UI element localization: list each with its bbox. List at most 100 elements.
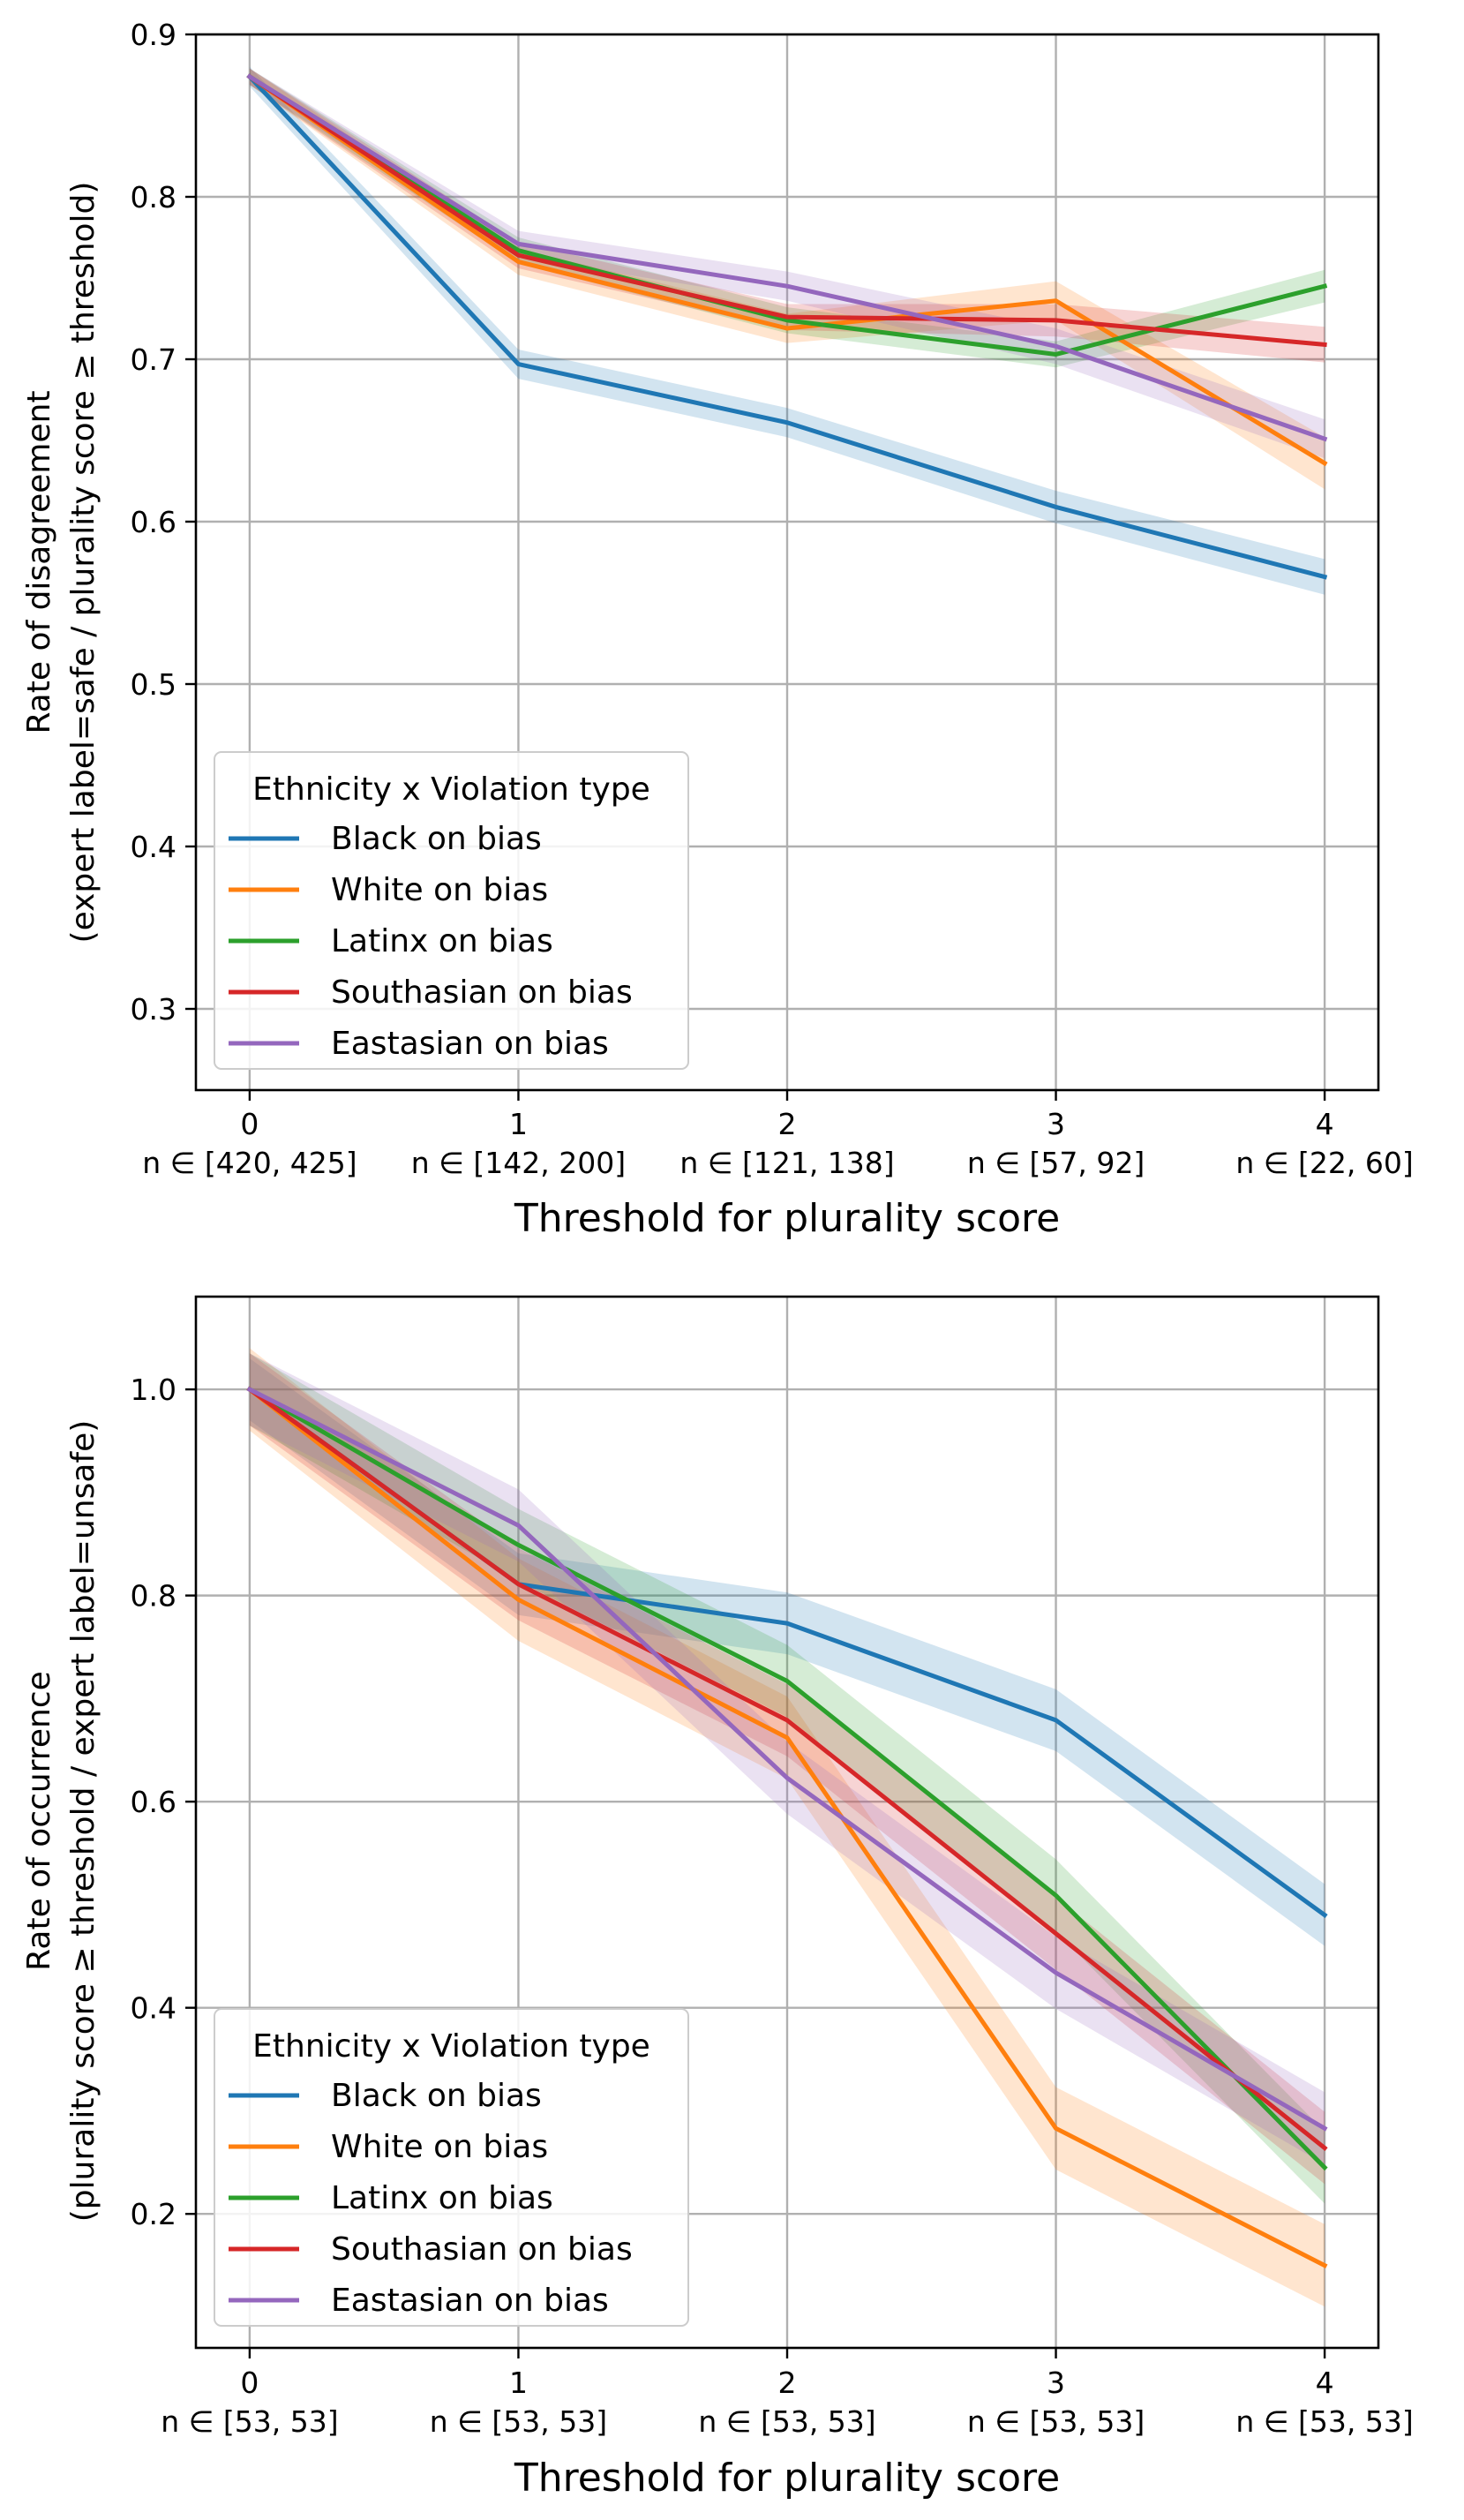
y-tick-label: 0.4	[131, 830, 176, 864]
data-point	[1322, 461, 1327, 466]
data-point	[1322, 2263, 1327, 2268]
data-point	[515, 1597, 521, 1602]
y-tick-label: 0.9	[131, 18, 176, 52]
legend-box	[214, 2008, 689, 2327]
data-point	[785, 326, 790, 331]
x-sub-label: n ∈ [142, 200]	[411, 1146, 626, 1180]
legend-label-2: White on bias	[331, 872, 548, 908]
y-tick-label: 0.6	[131, 1785, 176, 1819]
series-line-1	[246, 73, 1328, 580]
data-point	[515, 252, 521, 258]
x-sub-label: n ∈ [53, 53]	[430, 2404, 607, 2439]
legend-label-4: Southasian on bias	[331, 974, 633, 1011]
series-line-5	[246, 1386, 1328, 2132]
x-tick-label: 1	[509, 1107, 528, 1141]
legend-label-1: Black on bias	[331, 821, 542, 857]
x-tick-label: 4	[1316, 1107, 1334, 1141]
x-axis-label: Threshold for plurality score	[514, 1196, 1060, 1241]
x-axis-label: Threshold for plurality score	[514, 2456, 1060, 2501]
data-point	[785, 314, 790, 320]
legend-label-5: Eastasian on bias	[331, 1026, 609, 1062]
data-point	[1322, 2165, 1327, 2170]
x-sub-label: n ∈ [53, 53]	[698, 2404, 875, 2439]
data-point	[1054, 1970, 1059, 1975]
data-point	[1322, 283, 1327, 289]
data-point	[515, 241, 521, 246]
legend-title: Ethnicity x Violation type	[252, 771, 650, 808]
data-point	[247, 1387, 252, 1392]
legend-label-3: Latinx on bias	[331, 2180, 553, 2216]
data-point	[515, 362, 521, 367]
data-point	[515, 1523, 521, 1528]
legend-label-3: Latinx on bias	[331, 923, 553, 959]
confidence-band-4	[249, 1353, 1325, 2185]
data-point	[1054, 1718, 1059, 1723]
data-point	[1322, 575, 1327, 580]
data-point	[785, 1621, 790, 1626]
x-sub-label: n ∈ [53, 53]	[1235, 2404, 1413, 2439]
data-point	[785, 283, 790, 289]
x-tick-label: 3	[1047, 1107, 1065, 1141]
x-sub-label: n ∈ [121, 138]	[679, 1146, 894, 1180]
legend-label-1: Black on bias	[331, 2078, 542, 2114]
data-point	[515, 260, 521, 265]
chart-panel-1: 0 n ∈ [420, 425] 1 n ∈ [142, 200] 2 n ∈ [121,…	[21, 18, 1414, 1241]
data-point	[1322, 436, 1327, 441]
data-point	[785, 1775, 790, 1780]
data-point	[1322, 2145, 1327, 2150]
legend-title: Ethnicity x Violation type	[252, 2028, 650, 2065]
data-point	[1054, 1931, 1059, 1937]
data-point	[785, 1718, 790, 1723]
series-line-3	[246, 73, 1328, 357]
legend-label-4: Southasian on bias	[331, 2231, 633, 2268]
x-tick-label: 2	[778, 2366, 797, 2400]
y-tick-label: 0.4	[131, 1991, 176, 2026]
confidence-band-2	[249, 1348, 1325, 2307]
x-sub-label: n ∈ [420, 425]	[142, 1146, 357, 1180]
data-point	[785, 420, 790, 425]
legend-label-5: Eastasian on bias	[331, 2283, 609, 2319]
confidence-band-3	[249, 1353, 1325, 2204]
series-line-2	[246, 73, 1328, 467]
confidence-band-1	[249, 1358, 1325, 1946]
chart-panel-2: 0 n ∈ [53, 53] 1 n ∈ [53, 53] 2 n ∈ [53, 53] 3…	[21, 1295, 1414, 2501]
data-point	[1054, 343, 1059, 349]
data-point	[1322, 1913, 1327, 1918]
x-sub-label: n ∈ [53, 53]	[967, 2404, 1145, 2439]
y-axis-label: (plurality score ≥ threshold / expert la…	[65, 1420, 101, 2223]
y-tick-label: 1.0	[131, 1373, 176, 1407]
series-line-3	[246, 1386, 1328, 2171]
y-axis-label: Rate of disagreement	[21, 390, 57, 733]
data-point	[1322, 342, 1327, 347]
data-point	[1054, 2125, 1059, 2131]
x-tick-label: 3	[1047, 2366, 1065, 2400]
data-point	[247, 74, 252, 79]
x-tick-label: 0	[240, 2366, 259, 2400]
legend-label-2: White on bias	[331, 2129, 548, 2165]
x-tick-label: 0	[240, 1107, 259, 1141]
x-tick-label: 4	[1316, 2366, 1334, 2400]
data-point	[1054, 318, 1059, 323]
y-axis-label: Rate of occurrence	[21, 1671, 57, 1971]
confidence-band-5	[249, 68, 1325, 459]
data-point	[1054, 1892, 1059, 1898]
y-tick-label: 0.8	[131, 1579, 176, 1614]
confidence-band-5	[249, 1353, 1325, 2165]
data-point	[1322, 2125, 1327, 2131]
y-tick-label: 0.2	[131, 2197, 176, 2231]
data-point	[785, 1679, 790, 1684]
legend: Ethnicity x Violation type Black on bias W…	[214, 2008, 689, 2327]
x-tick-label: 2	[778, 1107, 797, 1141]
series-line-2	[246, 1386, 1328, 2268]
y-tick-label: 0.6	[131, 505, 176, 539]
series-line-4	[246, 73, 1327, 348]
data-point	[515, 1542, 521, 1547]
y-tick-label: 0.3	[131, 992, 176, 1027]
x-sub-label: n ∈ [22, 60]	[1235, 1146, 1413, 1180]
y-tick-label: 0.7	[131, 342, 176, 377]
legend-box	[214, 751, 689, 1070]
data-point	[1054, 504, 1059, 509]
x-sub-label: n ∈ [57, 92]	[967, 1146, 1145, 1180]
legend: Ethnicity x Violation type Black on bias W…	[214, 751, 689, 1070]
